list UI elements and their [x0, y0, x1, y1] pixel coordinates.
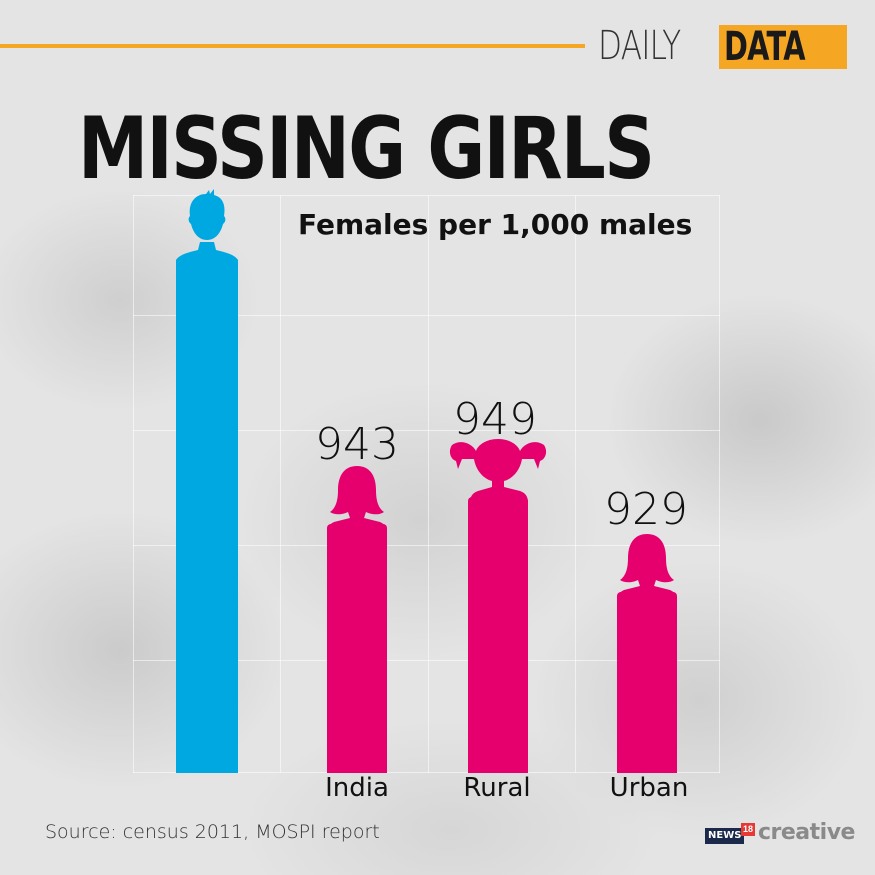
- category-label-urban: Urban: [609, 773, 689, 803]
- creative-logo-text: creative: [758, 820, 855, 845]
- girl-pigtails-icon: [449, 439, 547, 503]
- bar-india: [327, 524, 387, 773]
- news18-logo-number: 18: [741, 823, 756, 836]
- header-accent-rule: [0, 44, 585, 48]
- category-label-rural: Rural: [463, 773, 531, 803]
- value-label-urban: 929: [604, 484, 688, 535]
- news18-logo-news: NEWS: [705, 828, 745, 844]
- brand-data-badge: [719, 25, 847, 69]
- source-note: Source: census 2011, MOSPI report: [45, 821, 380, 843]
- chart-subtitle: Females per 1,000 males: [298, 208, 693, 241]
- bar-male: [176, 262, 238, 773]
- bar-rural: [468, 497, 528, 773]
- brand-data-text: DATA: [724, 24, 806, 70]
- brand-daily-text: DAILY: [598, 23, 681, 69]
- bar-urban: [617, 592, 677, 773]
- value-label-india: 943: [315, 419, 399, 470]
- girl-bob-icon: [328, 466, 386, 528]
- category-label-india: India: [325, 773, 389, 803]
- chart-grid: [133, 195, 720, 773]
- chart-title: MISSING GIRLS: [78, 99, 655, 199]
- boy-icon: [176, 189, 238, 268]
- value-label-rural: 949: [453, 394, 537, 445]
- girl-bob-icon: [618, 534, 676, 596]
